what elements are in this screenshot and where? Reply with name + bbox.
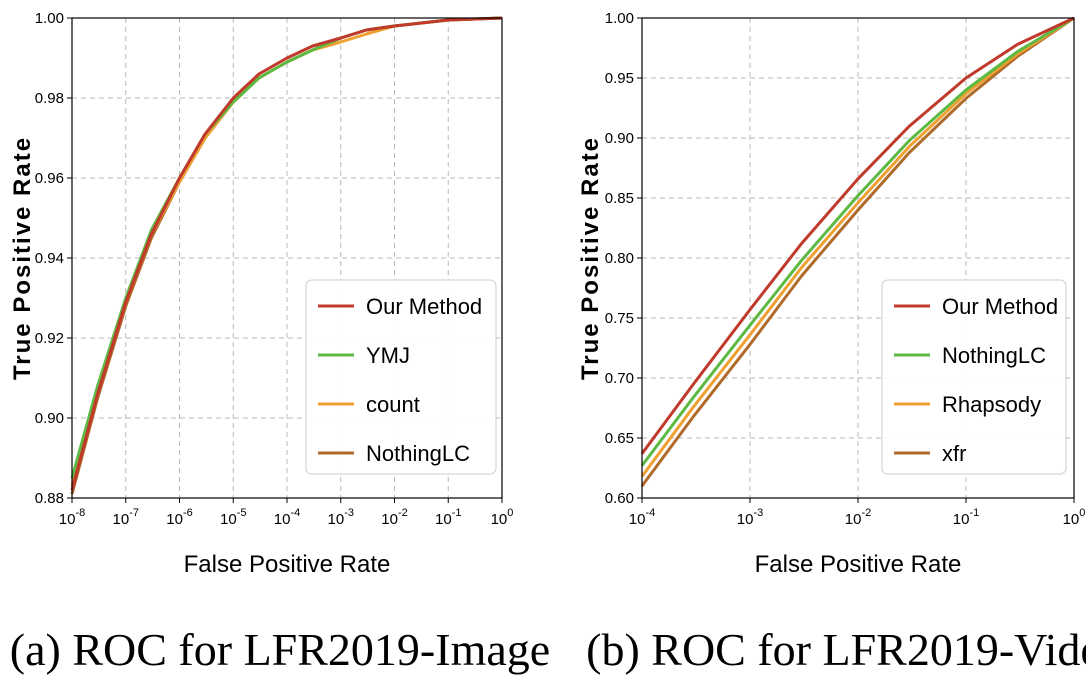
panel-lfr2019-video: 10-4 10-3 10-2 10-1 100 0.60 0.65 0.70 0.75 0.80 0… (577, 10, 1086, 675)
legend-box (881, 279, 1067, 475)
panel-caption: (b) ROC for LFR2019-Video (586, 624, 1086, 675)
legend-item: NothingLC (318, 441, 470, 466)
tick-labels: 10-8 10-7 10-6 10-5 10-4 10-3 10-2 10-1 100 0.88 0… (35, 10, 514, 528)
x-tick-label: 10-3 (737, 507, 763, 528)
legend-item: Rhapsody (894, 392, 1041, 417)
y-tick-label: 0.94 (35, 250, 64, 267)
tick-labels: 10-4 10-3 10-2 10-1 100 0.60 0.65 0.70 0.75 0.80 0… (605, 10, 1086, 528)
x-tick-label: 10-2 (845, 507, 871, 528)
series-lines (70, 16, 503, 495)
y-tick-label: 0.90 (605, 130, 634, 147)
x-tick-label: 10-1 (953, 507, 979, 528)
y-tick-label: 0.80 (605, 250, 634, 267)
legend-label: Our Method (366, 294, 482, 319)
x-axis-label: False Positive Rate (755, 551, 962, 578)
x-tick-label: 10-2 (381, 507, 407, 528)
x-axis-label: False Positive Rate (184, 551, 391, 578)
x-tick-label: 10-3 (328, 507, 354, 528)
y-tick-label: 0.96 (35, 170, 64, 187)
x-tick-label: 10-4 (629, 507, 655, 528)
x-tick-label: 10-4 (274, 507, 300, 528)
y-tick-label: 0.92 (35, 330, 64, 347)
series-line-our-method (640, 16, 1075, 455)
x-tick-label: 100 (1063, 507, 1086, 528)
series-line-our-method (70, 16, 503, 491)
legend-item: xfr (894, 441, 966, 466)
x-tick-label: 100 (491, 507, 514, 528)
legend-label: xfr (942, 441, 966, 466)
y-tick-label: 0.88 (35, 490, 64, 507)
y-tick-label: 0.95 (605, 70, 634, 87)
legend-label: Our Method (942, 294, 1058, 319)
y-tick-label: 0.60 (605, 490, 634, 507)
y-tick-label: 1.00 (605, 10, 634, 27)
series-line-rhapsody (640, 16, 1075, 478)
x-tick-label: 10-6 (166, 507, 192, 528)
legend: Our Method YMJ count NothingLC (305, 279, 497, 475)
legend-item: count (318, 392, 420, 417)
y-axis-label: True Positive Rate (9, 136, 36, 380)
y-axis-label: True Positive Rate (577, 136, 604, 380)
x-tick-label: 10-7 (113, 507, 139, 528)
series-line-xfr (640, 16, 1075, 487)
series-lines (640, 16, 1075, 487)
legend-label: count (366, 392, 420, 417)
legend-box (305, 279, 497, 475)
legend-label: NothingLC (942, 343, 1046, 368)
legend-label: YMJ (366, 343, 410, 368)
legend-label: NothingLC (366, 441, 470, 466)
panel-lfr2019-image: 10-8 10-7 10-6 10-5 10-4 10-3 10-2 10-1 100 0.88 0… (9, 10, 550, 675)
series-line-nothinglc (640, 16, 1075, 467)
y-tick-label: 0.85 (605, 190, 634, 207)
legend-item: Our Method (318, 294, 482, 319)
x-tick-label: 10-1 (435, 507, 461, 528)
legend: Our Method NothingLC Rhapsody xfr (881, 279, 1067, 475)
legend-item: Our Method (894, 294, 1058, 319)
y-tick-label: 0.98 (35, 90, 64, 107)
legend-label: Rhapsody (942, 392, 1041, 417)
panel-caption: (a) ROC for LFR2019-Image (10, 624, 550, 675)
x-tick-label: 10-5 (220, 507, 246, 528)
x-tick-label: 10-8 (59, 507, 85, 528)
legend-item: NothingLC (894, 343, 1046, 368)
y-tick-label: 0.65 (605, 430, 634, 447)
y-tick-label: 0.75 (605, 310, 634, 327)
legend-item: YMJ (318, 343, 410, 368)
y-tick-label: 0.90 (35, 410, 64, 427)
y-tick-label: 0.70 (605, 370, 634, 387)
y-tick-label: 1.00 (35, 10, 64, 27)
